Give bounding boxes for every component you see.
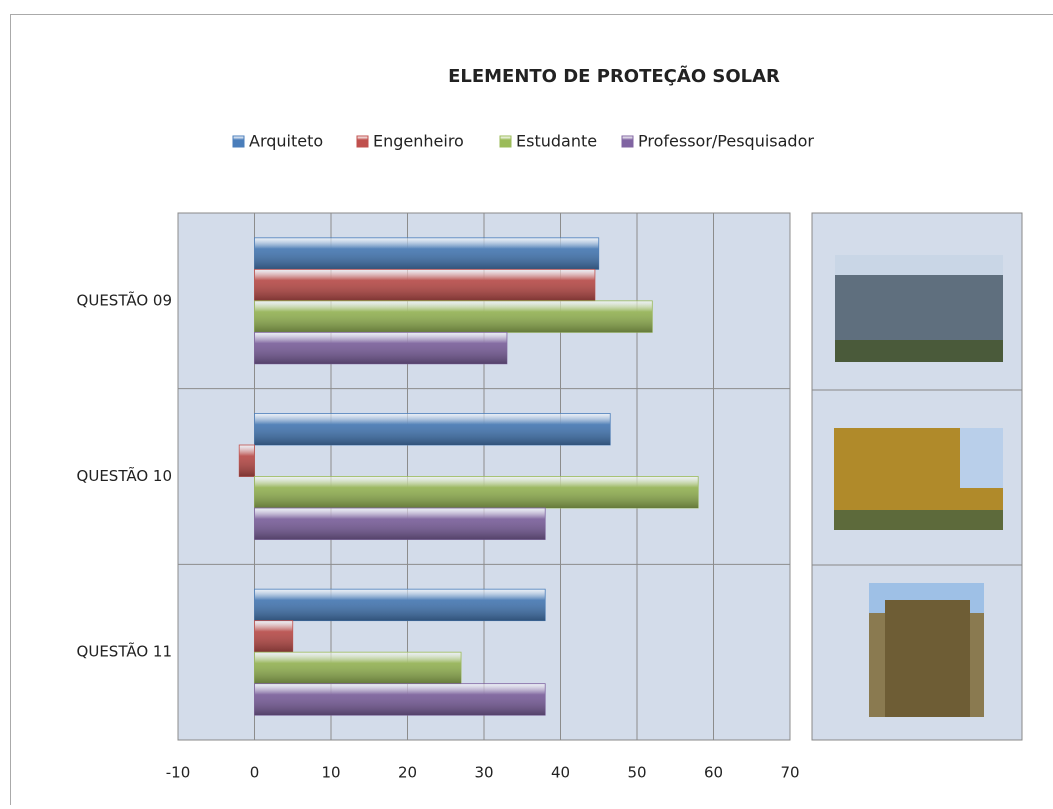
bar-shade [255, 269, 595, 301]
bar-shade [255, 477, 699, 509]
legend-swatch [357, 136, 368, 147]
x-tick-label: 30 [474, 764, 493, 782]
x-tick-label: 60 [704, 764, 723, 782]
photo-sky-1 [835, 255, 1003, 275]
bar-shade [255, 301, 653, 333]
photo-panel [812, 213, 1022, 740]
x-tick-label: 40 [551, 764, 570, 782]
photo-facade-3 [885, 600, 970, 717]
x-tick-label: 0 [250, 764, 260, 782]
legend-label: Engenheiro [373, 132, 464, 151]
chart-title: ELEMENTO DE PROTEÇÃO SOLAR [448, 64, 780, 87]
photo-ground-1 [835, 340, 1003, 362]
bar-shade [255, 238, 599, 269]
legend-label: Arquiteto [249, 132, 323, 151]
x-tick-label: 20 [398, 764, 417, 782]
bar-shade [255, 652, 462, 684]
bar-shade [255, 332, 507, 364]
legend-label: Professor/Pesquisador [638, 132, 814, 151]
x-tick-label: 70 [780, 764, 799, 782]
x-tick-label: 50 [627, 764, 646, 782]
y-tick-label: QUESTÃO 09 [77, 290, 172, 309]
y-tick-label: QUESTÃO 10 [77, 466, 172, 485]
bar-shade [255, 621, 293, 653]
legend-label: Estudante [516, 132, 597, 151]
x-tick-label: -10 [166, 764, 191, 782]
y-tick-label: QUESTÃO 11 [77, 642, 172, 661]
photo-ground-2 [834, 510, 1003, 530]
bar-shade [255, 589, 546, 621]
legend-swatch [622, 136, 633, 147]
legend-swatch [500, 136, 511, 147]
x-tick-label: 10 [321, 764, 340, 782]
bar-shade [255, 414, 611, 446]
bar-shade [255, 508, 546, 540]
photo-sky-2 [960, 428, 1003, 488]
legend-swatch [233, 136, 244, 147]
bar-shade [255, 684, 546, 716]
bar-shade [239, 445, 254, 477]
